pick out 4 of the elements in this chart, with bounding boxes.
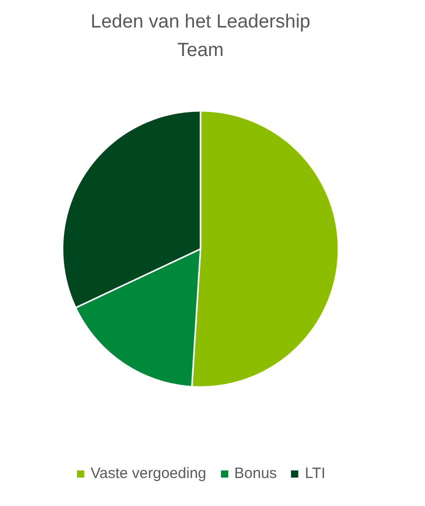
legend-label: LTI	[304, 465, 326, 482]
chart-title: Leden van het Leadership Team	[90, 12, 310, 61]
legend-label: Vaste vergoeding	[90, 465, 206, 482]
legend-label: Bonus	[234, 465, 277, 482]
